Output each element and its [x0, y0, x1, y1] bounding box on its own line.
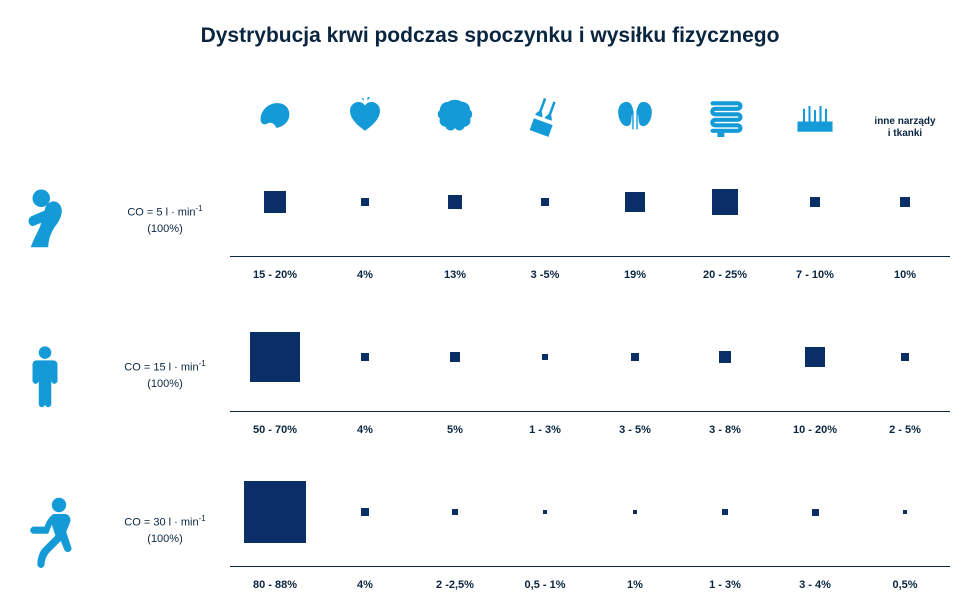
square-cell — [500, 148, 590, 256]
distribution-square — [812, 509, 819, 516]
page-title: Dystrybucja krwi podczas spoczynku i wys… — [0, 0, 980, 66]
distribution-square — [631, 353, 639, 361]
square-cell — [320, 303, 410, 411]
percentage-label: 80 - 88% — [230, 579, 320, 591]
distribution-square — [361, 353, 369, 361]
square-cell — [230, 148, 320, 256]
square-cell — [860, 148, 950, 256]
distribution-square — [450, 352, 460, 362]
percentage-label: 2 - 5% — [860, 424, 950, 436]
square-cell — [680, 303, 770, 411]
row-standing: CO = 15 l · min-1 (100%) 50 - 70%4%5%1 -… — [0, 303, 980, 448]
percentage-label: 4% — [320, 579, 410, 591]
percentage-label: 4% — [320, 424, 410, 436]
square-cell — [680, 148, 770, 256]
distribution-square — [448, 195, 462, 209]
square-cell — [770, 303, 860, 411]
brain-icon — [432, 94, 478, 140]
other-organs-label: inne narządy i tkanki — [874, 116, 935, 140]
percentage-label: 0,5% — [860, 579, 950, 591]
percentage-label: 3 -5% — [500, 269, 590, 281]
percentage-label: 1% — [590, 579, 680, 591]
co-running: CO = 30 l · min-1 (100%) — [100, 458, 230, 603]
percentage-label: 3 - 4% — [770, 579, 860, 591]
percentage-label: 4% — [320, 269, 410, 281]
square-cell — [590, 303, 680, 411]
row-running: CO = 30 l · min-1 (100%) 80 - 88%4%2 -2,… — [0, 458, 980, 603]
percentage-label: 5% — [410, 424, 500, 436]
distribution-square — [542, 354, 548, 360]
distribution-square — [361, 198, 369, 206]
organ-header-row: inne narządy i tkanki — [0, 70, 980, 140]
distribution-square — [903, 510, 907, 514]
percentage-label: 10% — [860, 269, 950, 281]
square-cell — [500, 303, 590, 411]
distribution-grid: inne narządy i tkanki CO = 5 l · min-1 (… — [0, 70, 980, 613]
distribution-square — [452, 509, 458, 515]
square-cell — [680, 458, 770, 566]
percentage-label: 0,5 - 1% — [500, 579, 590, 591]
distribution-square — [722, 509, 728, 515]
distribution-square — [712, 189, 738, 215]
square-cell — [320, 458, 410, 566]
square-cell — [230, 458, 320, 566]
resting-icon — [20, 186, 80, 256]
intestines-icon — [702, 94, 748, 140]
muscle-icon — [252, 94, 298, 140]
percentage-label: 20 - 25% — [680, 269, 770, 281]
distribution-square — [810, 197, 820, 207]
co-standing: CO = 15 l · min-1 (100%) — [100, 303, 230, 448]
percentage-label: 3 - 8% — [680, 424, 770, 436]
percentage-label: 15 - 20% — [230, 269, 320, 281]
percentage-label: 19% — [590, 269, 680, 281]
skin-icon — [792, 94, 838, 140]
square-cell — [500, 458, 590, 566]
square-cell — [320, 148, 410, 256]
running-icon — [20, 496, 80, 566]
square-cell — [770, 148, 860, 256]
square-cell — [410, 303, 500, 411]
square-cell — [590, 458, 680, 566]
distribution-square — [633, 510, 637, 514]
distribution-square — [250, 332, 300, 382]
distribution-square — [361, 508, 369, 516]
standing-icon — [20, 341, 80, 411]
heart-icon — [342, 94, 388, 140]
distribution-square — [901, 353, 909, 361]
percentage-label: 1 - 3% — [500, 424, 590, 436]
percentage-label: 10 - 20% — [770, 424, 860, 436]
distribution-square — [719, 351, 731, 363]
percentage-label: 3 - 5% — [590, 424, 680, 436]
percentage-label: 2 -2,5% — [410, 579, 500, 591]
distribution-square — [541, 198, 549, 206]
distribution-square — [543, 510, 547, 514]
bone-joint-icon — [522, 94, 568, 140]
distribution-square — [625, 192, 645, 212]
percentage-label: 13% — [410, 269, 500, 281]
square-cell — [410, 458, 500, 566]
percentage-label: 50 - 70% — [230, 424, 320, 436]
square-cell — [860, 458, 950, 566]
distribution-square — [244, 481, 306, 543]
percentage-label: 1 - 3% — [680, 579, 770, 591]
row-resting: CO = 5 l · min-1 (100%) 15 - 20%4%13%3 -… — [0, 148, 980, 293]
square-cell — [230, 303, 320, 411]
co-resting: CO = 5 l · min-1 (100%) — [100, 148, 230, 293]
percentage-label: 7 - 10% — [770, 269, 860, 281]
distribution-square — [264, 191, 286, 213]
distribution-square — [805, 347, 825, 367]
square-cell — [860, 303, 950, 411]
square-cell — [770, 458, 860, 566]
distribution-square — [900, 197, 910, 207]
square-cell — [590, 148, 680, 256]
square-cell — [410, 148, 500, 256]
kidneys-icon — [612, 94, 658, 140]
